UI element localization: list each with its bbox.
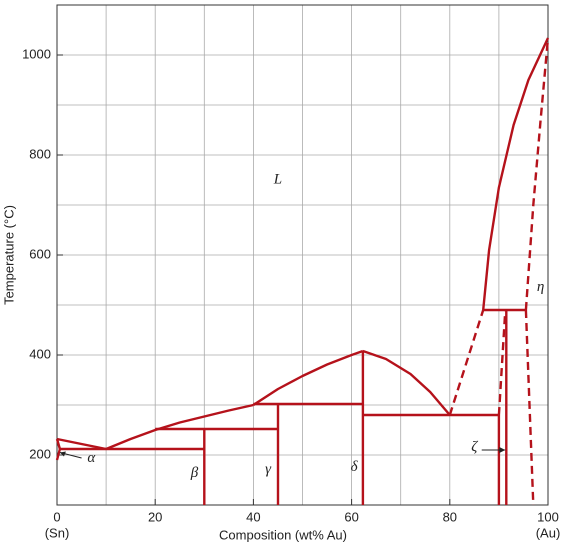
x-tick-label: 40 bbox=[246, 509, 260, 524]
phase-label: δ bbox=[351, 459, 359, 475]
phase-boundary bbox=[524, 309, 535, 506]
phase-boundary bbox=[105, 403, 254, 451]
y-axis-label: Temperature (°C) bbox=[1, 205, 16, 305]
phase-boundary bbox=[482, 37, 550, 311]
phase-label: β bbox=[190, 465, 199, 481]
phase-boundary bbox=[524, 37, 550, 311]
x-tick-label: 20 bbox=[148, 509, 162, 524]
y-tick-label: 400 bbox=[29, 346, 51, 361]
y-tick-label: 1000 bbox=[22, 46, 51, 61]
phase-label: γ bbox=[265, 461, 272, 477]
phase-label: α bbox=[87, 450, 96, 466]
phase-boundary bbox=[448, 309, 485, 416]
x-tick-label: 0 bbox=[53, 509, 60, 524]
phase-boundary bbox=[56, 437, 107, 451]
x-end-label: (Sn) bbox=[45, 525, 70, 540]
y-tick-label: 200 bbox=[29, 446, 51, 461]
phase-label: η bbox=[537, 279, 544, 295]
x-tick-label: 60 bbox=[344, 509, 358, 524]
y-tick-label: 800 bbox=[29, 146, 51, 161]
phase-boundary bbox=[252, 349, 364, 407]
x-axis-label: Composition (wt% Au) bbox=[219, 527, 347, 542]
phase-boundary bbox=[497, 309, 507, 416]
pointer-arrow bbox=[59, 451, 66, 457]
phase-boundary bbox=[362, 349, 451, 416]
y-tick-label: 600 bbox=[29, 246, 51, 261]
phase-label: L bbox=[273, 171, 282, 187]
x-tick-label: 80 bbox=[443, 509, 457, 524]
phase-label: ζ bbox=[471, 439, 478, 455]
pointer-arrow bbox=[499, 447, 506, 453]
x-tick-label: 100 bbox=[537, 509, 559, 524]
x-end-label: (Au) bbox=[536, 525, 561, 540]
